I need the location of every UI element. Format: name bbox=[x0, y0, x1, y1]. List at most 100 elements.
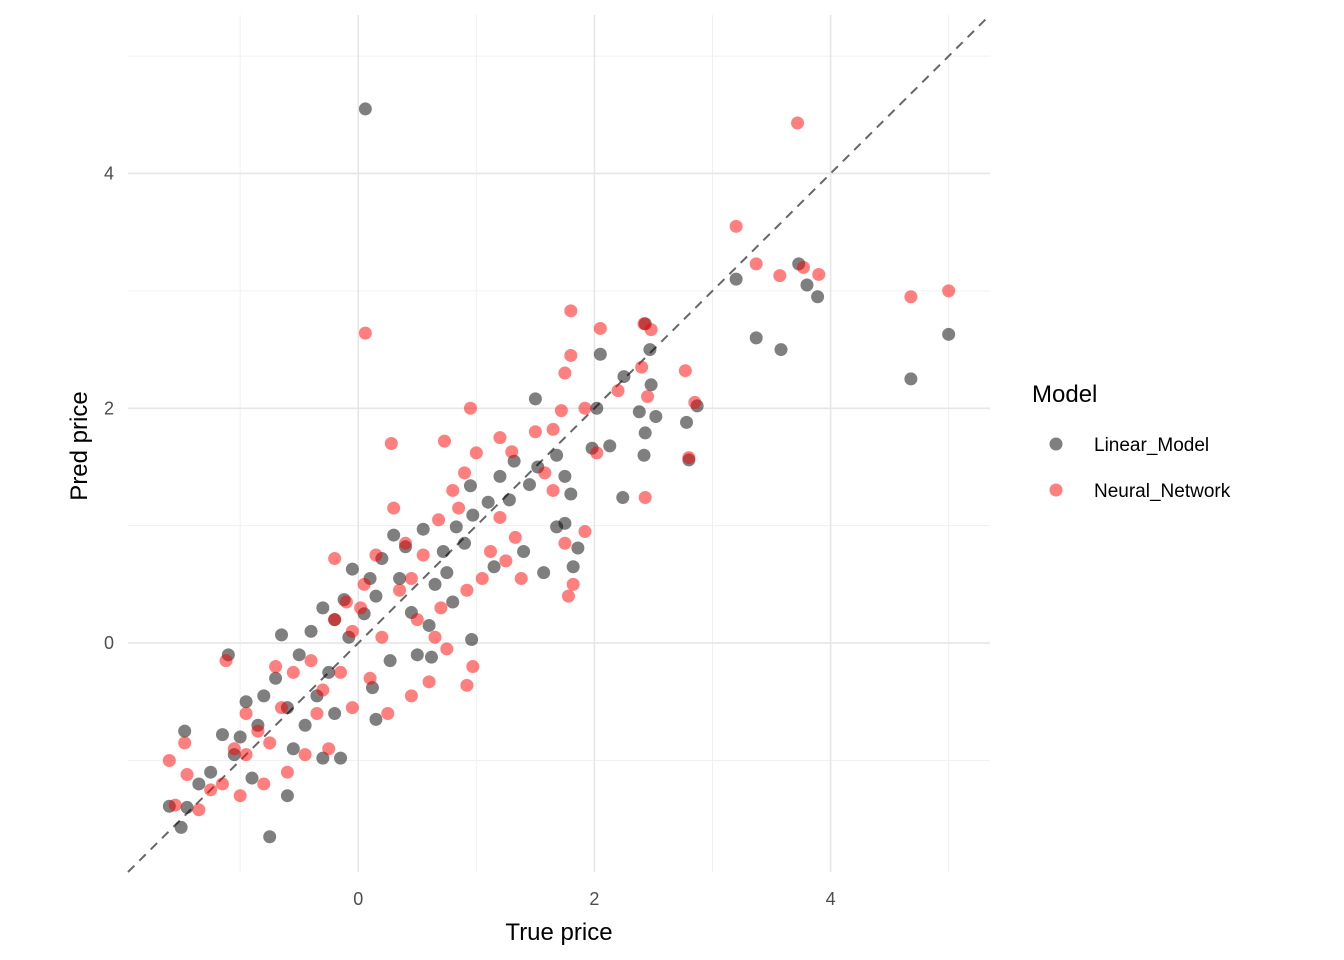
data-point-neural-network bbox=[499, 554, 513, 568]
data-point-linear-model bbox=[424, 650, 438, 664]
data-point-neural-network bbox=[593, 321, 607, 335]
data-point-linear-model bbox=[257, 689, 271, 703]
data-point-linear-model bbox=[322, 665, 336, 679]
data-point-linear-model bbox=[558, 469, 572, 483]
data-point-linear-model bbox=[617, 370, 631, 384]
data-point-neural-network bbox=[508, 530, 522, 544]
data-point-linear-model bbox=[410, 648, 424, 662]
data-point-neural-network bbox=[219, 654, 233, 668]
data-point-linear-model bbox=[466, 508, 480, 522]
data-point-linear-model bbox=[280, 789, 294, 803]
data-point-neural-network bbox=[304, 654, 318, 668]
data-point-neural-network bbox=[635, 360, 649, 374]
data-point-neural-network bbox=[416, 548, 430, 562]
legend-label-neural-network: Neural_Network bbox=[1094, 481, 1231, 502]
data-point-neural-network bbox=[310, 707, 324, 721]
data-point-linear-model bbox=[233, 730, 247, 744]
data-point-neural-network bbox=[566, 577, 580, 591]
data-point-neural-network bbox=[168, 798, 182, 812]
x-axis-title: True price bbox=[505, 919, 612, 946]
data-point-neural-network bbox=[773, 269, 787, 283]
data-point-neural-network bbox=[463, 401, 477, 415]
legend: Model Linear_Model Neural_Network bbox=[1032, 381, 1231, 502]
data-point-neural-network bbox=[458, 466, 472, 480]
legend-marker-linear-model bbox=[1049, 437, 1063, 451]
data-point-linear-model bbox=[245, 771, 259, 785]
data-point-linear-model bbox=[436, 545, 450, 559]
data-point-neural-network bbox=[460, 678, 474, 692]
data-point-neural-network bbox=[682, 451, 696, 465]
data-point-linear-model bbox=[638, 426, 652, 440]
data-point-linear-model bbox=[387, 528, 401, 542]
data-point-neural-network bbox=[493, 510, 507, 524]
data-point-linear-model bbox=[942, 327, 956, 341]
data-point-linear-model bbox=[644, 378, 658, 392]
data-point-linear-model bbox=[416, 522, 430, 536]
data-point-neural-network bbox=[363, 671, 377, 685]
data-point-linear-model bbox=[369, 589, 383, 603]
x-axis-tick-labels: 0 2 4 bbox=[353, 889, 835, 909]
data-point-neural-network bbox=[398, 536, 412, 550]
data-point-neural-network bbox=[204, 783, 218, 797]
data-point-neural-network bbox=[345, 624, 359, 638]
data-point-neural-network bbox=[469, 446, 483, 460]
data-point-neural-network bbox=[493, 431, 507, 445]
data-point-neural-network bbox=[446, 483, 460, 497]
data-point-linear-model bbox=[904, 372, 918, 386]
data-point-neural-network bbox=[514, 572, 528, 586]
data-point-neural-network bbox=[328, 613, 342, 627]
data-point-neural-network bbox=[257, 777, 271, 791]
data-point-neural-network bbox=[505, 445, 519, 459]
data-point-linear-model bbox=[643, 343, 657, 357]
data-point-neural-network bbox=[432, 513, 446, 527]
data-point-linear-model bbox=[481, 495, 495, 509]
data-point-neural-network bbox=[460, 583, 474, 597]
data-point-neural-network bbox=[578, 401, 592, 415]
minor-gridlines bbox=[128, 15, 990, 872]
data-point-neural-network bbox=[641, 390, 655, 404]
data-point-linear-model bbox=[286, 742, 300, 756]
data-point-neural-network bbox=[434, 601, 448, 615]
data-point-neural-network bbox=[410, 613, 424, 627]
data-point-linear-model bbox=[558, 516, 572, 530]
data-point-neural-network bbox=[796, 260, 810, 274]
data-point-linear-model bbox=[749, 331, 763, 345]
series-neural-network-points bbox=[162, 116, 956, 817]
data-point-linear-model bbox=[174, 820, 188, 834]
data-point-neural-network bbox=[354, 601, 368, 615]
legend-marker-neural-network bbox=[1049, 483, 1063, 497]
data-point-neural-network bbox=[942, 284, 956, 298]
data-point-neural-network bbox=[239, 748, 253, 762]
x-tick-label: 4 bbox=[826, 889, 836, 909]
data-point-neural-network bbox=[564, 304, 578, 318]
data-point-linear-model bbox=[493, 469, 507, 483]
data-point-linear-model bbox=[358, 102, 372, 116]
data-point-neural-network bbox=[269, 660, 283, 674]
data-point-neural-network bbox=[904, 290, 918, 304]
data-point-neural-network bbox=[437, 434, 451, 448]
data-point-neural-network bbox=[422, 675, 436, 689]
data-point-neural-network bbox=[345, 701, 359, 715]
data-point-linear-model bbox=[393, 572, 407, 586]
data-point-neural-network bbox=[381, 707, 395, 721]
data-point-linear-model bbox=[528, 392, 542, 406]
data-point-neural-network bbox=[404, 689, 418, 703]
data-point-linear-model bbox=[603, 439, 617, 453]
legend-title: Model bbox=[1032, 381, 1097, 408]
data-point-linear-model bbox=[566, 560, 580, 574]
data-point-linear-model bbox=[178, 724, 192, 738]
data-point-neural-network bbox=[791, 116, 805, 130]
data-point-neural-network bbox=[178, 736, 192, 750]
data-point-neural-network bbox=[275, 701, 289, 715]
data-point-linear-model bbox=[517, 545, 531, 559]
data-point-neural-network bbox=[688, 395, 702, 409]
data-point-linear-model bbox=[522, 478, 536, 492]
data-point-linear-model bbox=[637, 448, 651, 462]
data-point-linear-model bbox=[571, 541, 585, 555]
data-point-neural-network bbox=[678, 364, 692, 378]
data-point-linear-model bbox=[502, 493, 516, 507]
data-point-neural-network bbox=[546, 483, 560, 497]
data-point-neural-network bbox=[375, 630, 389, 644]
data-point-linear-model bbox=[458, 536, 472, 550]
y-axis-title: Pred price bbox=[66, 391, 93, 500]
